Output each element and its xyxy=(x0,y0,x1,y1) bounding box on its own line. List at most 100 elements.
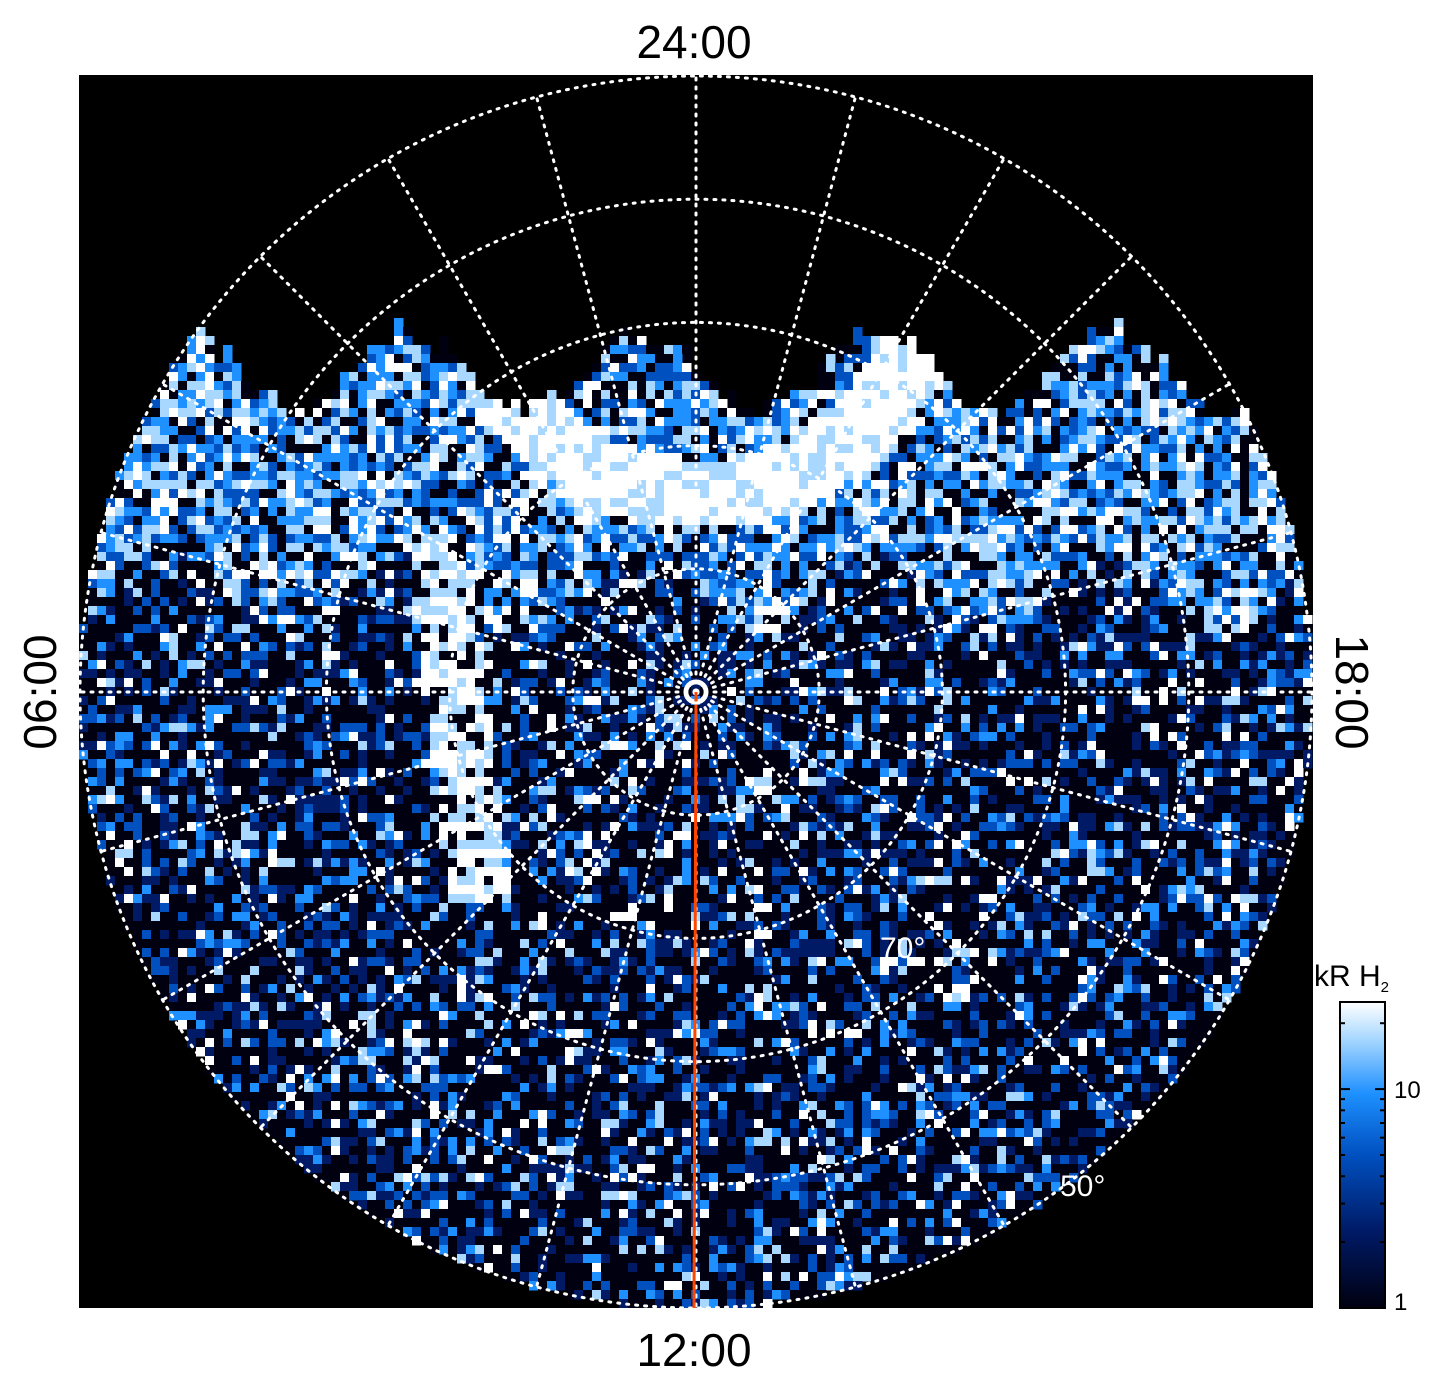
emission-pixel xyxy=(421,597,431,607)
emission-pixel xyxy=(1204,642,1214,652)
emission-pixel xyxy=(673,624,683,634)
emission-pixel xyxy=(151,651,161,661)
emission-pixel xyxy=(88,705,98,715)
emission-pixel xyxy=(583,597,593,607)
emission-pixel xyxy=(781,705,791,715)
emission-pixel xyxy=(358,633,368,643)
emission-pixel xyxy=(151,570,161,580)
emission-pixel xyxy=(565,660,575,670)
emission-pixel xyxy=(907,642,917,652)
emission-pixel xyxy=(475,615,485,625)
emission-pixel xyxy=(880,624,890,634)
emission-pixel xyxy=(979,705,989,715)
emission-pixel xyxy=(1267,669,1277,679)
emission-pixel xyxy=(1087,705,1097,715)
emission-pixel xyxy=(1285,651,1295,661)
emission-pixel xyxy=(844,624,854,634)
emission-pixel xyxy=(1069,597,1079,607)
emission-pixel xyxy=(1069,705,1079,715)
emission-pixel xyxy=(1051,606,1061,616)
emission-pixel xyxy=(601,669,611,679)
emission-pixel xyxy=(493,651,503,661)
emission-pixel xyxy=(655,561,665,571)
emission-pixel xyxy=(889,597,899,607)
emission-pixel xyxy=(1177,615,1187,625)
emission-pixel xyxy=(178,678,188,688)
emission-pixel xyxy=(1069,615,1079,625)
emission-pixel xyxy=(979,651,989,661)
emission-pixel xyxy=(781,678,791,688)
emission-pixel xyxy=(160,678,170,688)
emission-pixel xyxy=(1276,651,1286,661)
emission-pixel xyxy=(349,606,359,616)
emission-pixel xyxy=(277,651,287,661)
emission-pixel xyxy=(1015,669,1025,679)
emission-pixel xyxy=(385,579,395,589)
emission-pixel xyxy=(907,678,917,688)
emission-pixel xyxy=(385,696,395,706)
emission-pixel xyxy=(646,570,656,580)
emission-pixel xyxy=(421,669,431,679)
emission-pixel xyxy=(520,633,530,643)
emission-pixel xyxy=(1150,678,1160,688)
emission-pixel xyxy=(1033,669,1043,679)
emission-pixel xyxy=(376,669,386,679)
emission-pixel xyxy=(871,678,881,688)
emission-pixel xyxy=(826,696,836,706)
emission-pixel xyxy=(529,696,539,706)
emission-pixel xyxy=(484,705,494,715)
emission-pixel xyxy=(367,660,377,670)
emission-pixel xyxy=(1006,705,1016,715)
emission-pixel xyxy=(1276,588,1286,598)
emission-pixel xyxy=(187,579,197,589)
emission-pixel xyxy=(628,597,638,607)
emission-pixel xyxy=(421,624,431,634)
emission-pixel xyxy=(286,642,296,652)
emission-pixel xyxy=(790,660,800,670)
emission-pixel xyxy=(1024,642,1034,652)
emission-pixel xyxy=(601,696,611,706)
emission-pixel xyxy=(1123,624,1133,634)
emission-pixel xyxy=(871,624,881,634)
emission-pixel xyxy=(223,633,233,643)
emission-pixel xyxy=(520,660,530,670)
emission-pixel xyxy=(268,615,278,625)
emission-pixel xyxy=(1114,597,1124,607)
emission-pixel xyxy=(313,660,323,670)
emission-pixel xyxy=(241,651,251,661)
emission-pixel xyxy=(160,642,170,652)
emission-pixel xyxy=(889,606,899,616)
emission-pixel xyxy=(214,579,224,589)
emission-pixel xyxy=(1249,633,1259,643)
emission-pixel xyxy=(835,705,845,715)
emission-pixel xyxy=(808,651,818,661)
emission-pixel xyxy=(133,597,143,607)
emission-pixel xyxy=(1105,606,1115,616)
emission-pixel xyxy=(187,633,197,643)
emission-pixel xyxy=(1078,660,1088,670)
emission-pixel xyxy=(952,624,962,634)
emission-pixel xyxy=(502,651,512,661)
emission-pixel xyxy=(628,615,638,625)
emission-pixel xyxy=(376,561,386,571)
emission-pixel xyxy=(214,633,224,643)
emission-pixel xyxy=(1276,642,1286,652)
emission-pixel xyxy=(1132,588,1142,598)
emission-pixel xyxy=(457,570,467,580)
emission-pixel xyxy=(853,561,863,571)
emission-pixel xyxy=(637,579,647,589)
emission-pixel xyxy=(655,597,665,607)
emission-pixel xyxy=(880,561,890,571)
emission-pixel xyxy=(637,552,647,562)
emission-pixel xyxy=(1132,669,1142,679)
emission-pixel xyxy=(466,669,476,679)
emission-pixel xyxy=(1240,696,1250,706)
emission-pixel xyxy=(799,606,809,616)
emission-pixel xyxy=(862,552,872,562)
emission-pixel xyxy=(1204,660,1214,670)
emission-pixel xyxy=(439,336,449,354)
emission-pixel xyxy=(1168,705,1178,715)
emission-pixel xyxy=(583,642,593,652)
emission-pixel xyxy=(907,651,917,661)
emission-pixel xyxy=(232,714,242,724)
